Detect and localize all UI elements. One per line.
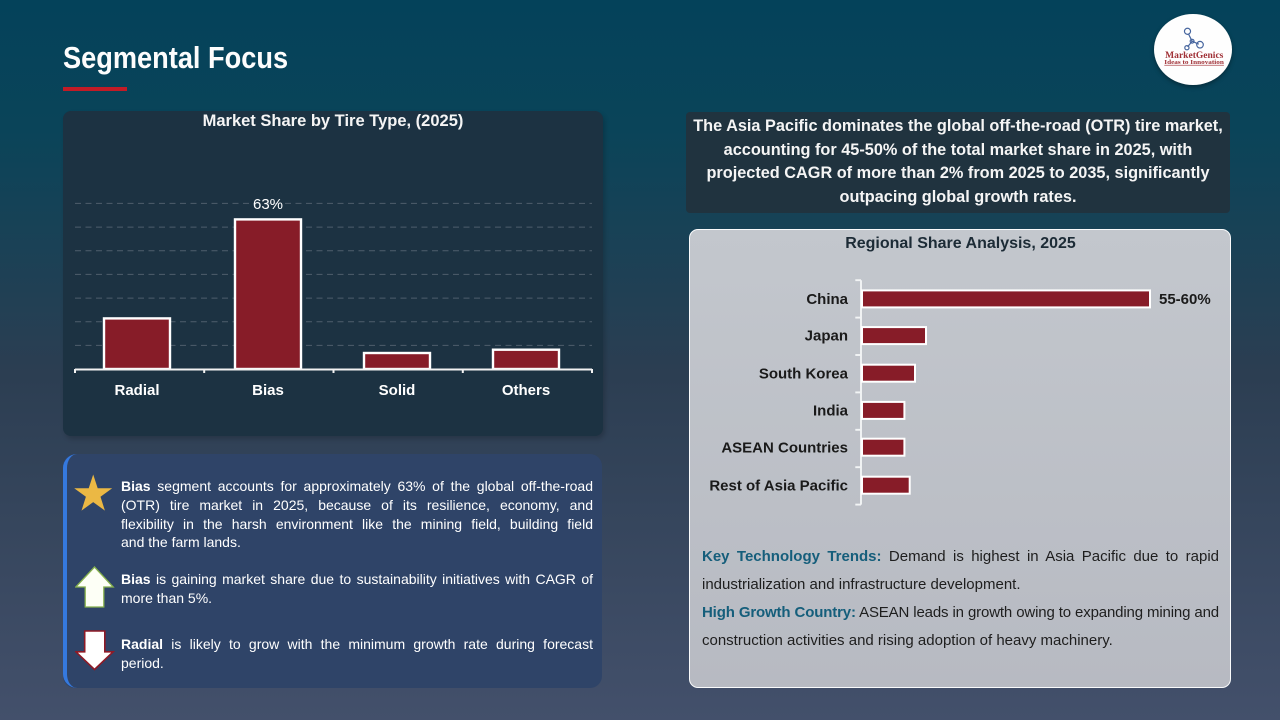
svg-text:63%: 63% [253, 196, 283, 213]
svg-text:South Korea: South Korea [759, 365, 849, 382]
svg-text:India: India [813, 403, 849, 420]
svg-text:Ideas to Innovation: Ideas to Innovation [1164, 59, 1224, 66]
svg-text:Others: Others [502, 382, 550, 399]
svg-text:Radial: Radial [114, 382, 159, 399]
svg-text:MarketGenics: MarketGenics [1165, 51, 1224, 61]
svg-text:ASEAN Countries: ASEAN Countries [721, 439, 848, 456]
svg-text:Solid: Solid [379, 382, 416, 399]
svg-text:Bias: Bias [252, 382, 284, 399]
svg-text:Rest of Asia Pacific: Rest of Asia Pacific [709, 477, 848, 494]
svg-text:Japan: Japan [805, 328, 848, 345]
svg-text:55-60%: 55-60% [1159, 291, 1211, 308]
svg-text:China: China [806, 291, 848, 308]
